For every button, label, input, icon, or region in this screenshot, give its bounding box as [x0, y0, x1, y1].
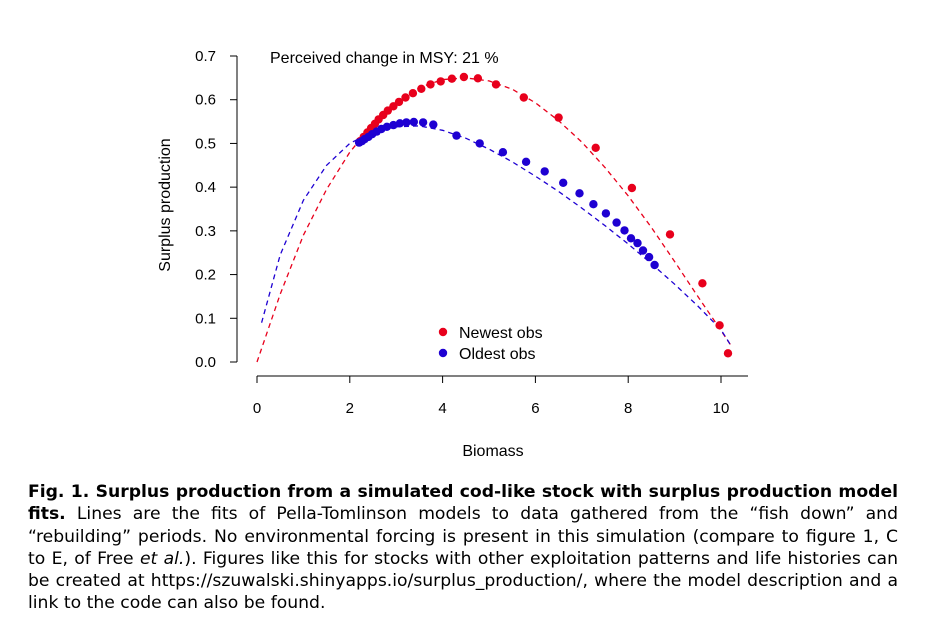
data-point [426, 80, 435, 89]
data-point [559, 178, 568, 187]
data-point [408, 89, 418, 98]
y-tick-label: 0.2 [195, 267, 216, 284]
x-tick-label: 4 [438, 400, 446, 417]
y-axis-label: Surplus production [157, 138, 174, 271]
caption-et-al: et al. [139, 548, 185, 569]
legend-marker [438, 327, 448, 337]
data-point [452, 131, 461, 140]
data-point [498, 148, 508, 157]
data-points [354, 72, 733, 358]
data-point [589, 200, 598, 209]
fit-lines [256, 77, 731, 363]
x-tick-label: 10 [713, 400, 730, 417]
y-tick-label: 0.6 [195, 92, 216, 109]
data-point [627, 183, 637, 193]
data-point [633, 238, 642, 248]
data-point [575, 189, 584, 198]
data-point [723, 349, 733, 358]
caption-title: Fig. 1. Surplus production from a simula… [28, 482, 898, 525]
y-tick-label: 0.4 [195, 179, 216, 196]
data-point [644, 252, 654, 262]
data-point [382, 122, 392, 131]
fit-line [260, 125, 731, 345]
data-point [401, 93, 410, 102]
y-tick-label: 0.7 [195, 48, 216, 65]
x-tick-label: 0 [253, 400, 261, 417]
data-point [418, 118, 428, 127]
data-point [475, 139, 484, 148]
data-point [540, 167, 549, 176]
caption-body-end: ). Figures like this for stocks with oth… [28, 548, 898, 614]
legend-marker [438, 348, 448, 358]
fit-line [256, 77, 731, 363]
legend: Newest obs Oldest obs [438, 325, 543, 363]
data-point [521, 157, 531, 166]
x-tick-label: 2 [346, 400, 354, 417]
data-point [394, 97, 404, 107]
msy-annotation: Perceived change in MSY: 21 % [270, 50, 499, 67]
data-point [395, 119, 405, 128]
y-tick-label: 0.0 [195, 354, 216, 371]
data-point [409, 117, 418, 127]
data-point [612, 218, 621, 227]
y-tick-label: 0.1 [195, 310, 216, 327]
y-tick-label: 0.3 [195, 223, 216, 240]
data-point [491, 80, 501, 89]
figure: 0.0 0.1 0.2 0.3 0.4 0.5 0.6 0.7 0 2 4 6 8 10 Perceive… [157, 48, 748, 460]
data-point [429, 120, 438, 129]
y-tick-label: 0.5 [195, 135, 216, 152]
x-tick-label: 8 [624, 400, 632, 417]
data-point [447, 74, 457, 83]
legend-label: Oldest obs [459, 346, 535, 363]
data-point [459, 72, 469, 82]
data-point [601, 209, 611, 218]
data-point [473, 74, 483, 83]
data-point [554, 113, 563, 122]
surplus-production-chart: 0.0 0.1 0.2 0.3 0.4 0.5 0.6 0.7 0 2 4 6 8 10 Perceive… [157, 48, 748, 460]
data-point [715, 321, 724, 330]
data-point [650, 260, 659, 270]
x-axis-label: Biomass [462, 443, 523, 460]
data-point [626, 234, 636, 243]
data-point [519, 93, 528, 102]
data-point [436, 77, 445, 86]
data-point [402, 118, 411, 127]
legend-label: Newest obs [459, 325, 543, 342]
data-point [389, 120, 398, 130]
x-tick-label: 6 [531, 400, 539, 417]
data-point [591, 143, 600, 152]
axes: 0.0 0.1 0.2 0.3 0.4 0.5 0.6 0.7 0 2 4 6 8 10 [195, 48, 748, 417]
data-point [417, 84, 426, 94]
data-point [665, 230, 675, 239]
data-point [698, 279, 707, 288]
figure-caption: Fig. 1. Surplus production from a simula… [28, 481, 898, 615]
data-point [620, 226, 629, 235]
caption-body: Lines are the fits of Pella-Tomlinson mo… [28, 504, 898, 569]
data-point [638, 246, 648, 255]
